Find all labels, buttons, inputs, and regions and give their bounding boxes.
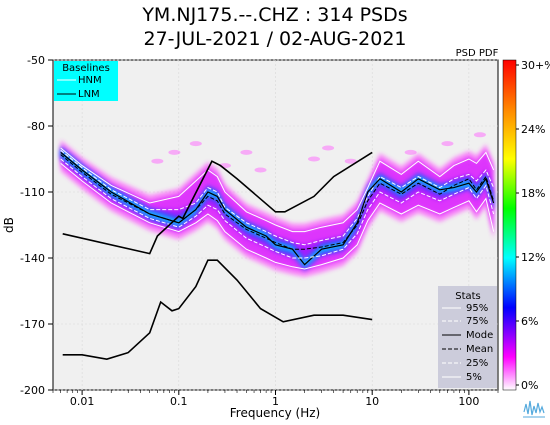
pdf-band-core	[60, 145, 494, 272]
mode-legend-label: Mode	[466, 330, 493, 341]
y-tick-label: -170	[20, 318, 45, 331]
colorbar-ticks: 30+% 24% 18% 12% 6% 0%	[516, 59, 550, 392]
pdf-outlier	[189, 141, 202, 147]
pdf-outlier	[441, 141, 454, 147]
lnm-line	[62, 259, 373, 361]
x-tick-label: 0.1	[170, 395, 188, 408]
colorbar-tick-label: 30+%	[521, 59, 550, 72]
p95-line	[60, 147, 495, 233]
pdf-outlier	[240, 149, 253, 155]
hnm-legend-label: HNM	[78, 75, 102, 86]
baselines-legend-title: Baselines	[62, 63, 110, 74]
chart-title-line1: YM.NJ175.--.CHZ : 314 PSDs	[142, 4, 408, 26]
x-tick-label: 10	[365, 395, 379, 408]
p75-line	[60, 149, 495, 246]
psd-pdf-density	[60, 132, 494, 277]
p25-legend-label: 25%	[466, 358, 488, 369]
pdf-outlier	[168, 149, 181, 155]
pdf-outlier	[322, 145, 335, 151]
x-tick-label: 100	[458, 395, 479, 408]
pdf-band-peak	[60, 149, 494, 268]
colorbar-tick-label: 24%	[521, 123, 545, 136]
baseline-lines	[62, 151, 373, 361]
x-tick-label: 1	[272, 395, 279, 408]
y-axis: -50 -80 -110 -140 -170 -200	[20, 54, 53, 397]
p5-legend-label: 5%	[466, 372, 482, 383]
y-tick-label: -80	[27, 120, 45, 133]
x-axis: 0.01 0.1 1 10 100	[52, 390, 499, 408]
logo-icon	[521, 397, 546, 421]
pdf-outlier	[344, 158, 357, 164]
baselines-legend: Baselines HNM LNM	[54, 61, 118, 101]
pdf-outlier	[151, 158, 164, 164]
p5-line	[60, 163, 495, 270]
p25-line	[60, 158, 495, 259]
stats-legend: Stats 95% 75% Mode Mean 25% 5%	[438, 286, 497, 388]
colorbar-tick-label: 18%	[521, 187, 545, 200]
chart-title-line2: 27-JUL-2021 / 02-AUG-2021	[143, 28, 407, 50]
p75-legend-label: 75%	[466, 316, 488, 327]
colorbar	[502, 59, 517, 391]
colorbar-tick-label: 12%	[521, 251, 545, 264]
colorbar-tick-label: 0%	[521, 379, 538, 392]
mean-legend-label: Mean	[466, 344, 493, 355]
colorbar-title: PSD PDF	[456, 48, 499, 59]
hnm-line	[62, 151, 373, 255]
y-axis-label: dB	[2, 217, 16, 233]
pdf-outlier	[473, 132, 486, 138]
stats-legend-title: Stats	[455, 291, 481, 302]
x-tick-label: 0.01	[70, 395, 95, 408]
y-tick-label: -140	[20, 252, 45, 265]
y-tick-label: -110	[20, 186, 45, 199]
pdf-outlier	[307, 156, 320, 162]
colorbar-tick-label: 6%	[521, 315, 538, 328]
y-tick-label: -200	[20, 384, 45, 397]
stat-lines	[60, 147, 495, 270]
y-tick-label: -50	[27, 54, 45, 67]
x-axis-label: Frequency (Hz)	[230, 406, 321, 420]
stats-legend-box	[438, 286, 497, 388]
pdf-outlier	[254, 167, 267, 173]
lnm-legend-label: LNM	[78, 89, 100, 100]
pdf-outlier	[404, 149, 417, 155]
p95-legend-label: 95%	[466, 303, 488, 314]
mean-line	[60, 154, 495, 250]
